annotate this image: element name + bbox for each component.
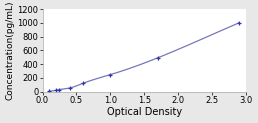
X-axis label: Optical Density: Optical Density (107, 108, 182, 117)
Y-axis label: Concentration(pg/mL): Concentration(pg/mL) (6, 0, 14, 100)
